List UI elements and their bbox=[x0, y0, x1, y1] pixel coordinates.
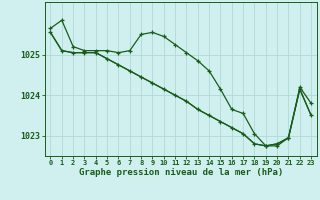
X-axis label: Graphe pression niveau de la mer (hPa): Graphe pression niveau de la mer (hPa) bbox=[79, 168, 283, 177]
